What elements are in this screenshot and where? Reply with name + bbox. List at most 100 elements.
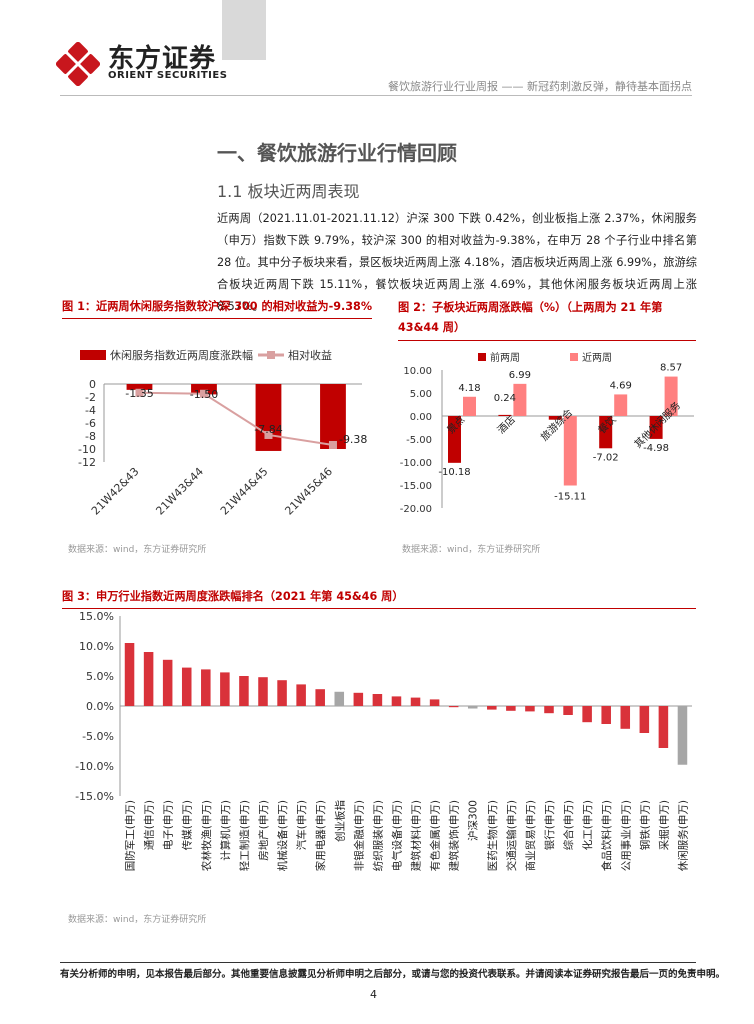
- y-tick-label: 0.0%: [86, 700, 114, 713]
- x-tick-label: 21W43&44: [153, 465, 206, 518]
- chart-3: 15.0% 10.0% 5.0% 0.0% -5.0% -10.0% -15.0% 国防军工(…: [75, 610, 692, 871]
- x-tick-label: 计算机(申万): [219, 800, 232, 861]
- y-tick-label: -5.0%: [82, 730, 114, 743]
- legend-swatch-recent: [570, 353, 578, 361]
- bar: [620, 706, 631, 729]
- bar: [582, 706, 592, 723]
- legend-marker-relative: [267, 351, 275, 359]
- footer-disclaimer: 有关分析师的申明，见本报告最后部分。其他重要信息披露见分析师申明之后部分，或请与…: [60, 969, 726, 980]
- page-number: 4: [370, 988, 377, 1001]
- x-tick-label: 传媒(申万): [181, 800, 194, 850]
- y-tick-label: 10.0%: [79, 640, 114, 653]
- x-tick-label: 沪深300: [467, 800, 480, 841]
- x-tick-label: 农林牧渔(申万): [200, 800, 213, 871]
- figure-3-title: 图 3：申万行业指数近两周度涨跌幅排名（2021 年第 45&46 周）: [62, 590, 404, 603]
- bar: [162, 659, 173, 706]
- bar: [334, 691, 345, 706]
- bar: [467, 706, 478, 709]
- bar-prev: [649, 416, 663, 439]
- bar: [191, 384, 217, 395]
- y-tick-label: 0: [89, 378, 96, 391]
- x-tick-label: 化工(申万): [581, 800, 594, 850]
- x-tick-label: 商业贸易(申万): [524, 800, 537, 871]
- chart-1: 休闲服务指数近两周度涨跌幅 相对收益 0-2-4-6-8-10-12 -1.35 -1.…: [78, 348, 367, 518]
- x-tick-label: 采掘(申万): [657, 800, 670, 850]
- section-title: 一、餐饮旅游行业行情回顾: [217, 141, 457, 165]
- x-tick-label: 21W42&43: [89, 465, 142, 518]
- legend-label-prev: 前两周: [490, 351, 520, 364]
- data-label-recent: 6.99: [509, 370, 531, 381]
- data-label: -1.35: [125, 387, 153, 400]
- bar: [181, 667, 192, 706]
- x-tick-label: 电子(申万): [162, 800, 175, 850]
- bar-recent: [463, 396, 476, 416]
- x-tick-label: 建筑装饰(申万): [448, 800, 461, 871]
- bar: [239, 676, 249, 706]
- figure-3-source: 数据来源：wind，东方证券研究所: [68, 915, 207, 925]
- data-label-recent: 4.18: [458, 383, 480, 394]
- x-tick-label: 建筑材料(申万): [410, 800, 423, 871]
- figure-1-title: 图 1：近两周休闲服务指数较沪深 300 的相对收益为-9.38%: [62, 300, 373, 313]
- y-tick-label: -10.00: [400, 458, 432, 469]
- line-point: [135, 388, 144, 397]
- figure-1-source: 数据来源：wind，东方证券研究所: [68, 545, 207, 555]
- data-label: -7.84: [254, 423, 282, 436]
- x-tick-label: 有色金属(申万): [429, 800, 442, 871]
- data-label-recent: 4.69: [610, 380, 632, 391]
- data-label: -1.50: [190, 388, 218, 401]
- bar: [124, 643, 135, 706]
- x-tick-label: 休闲服务(申万): [676, 800, 689, 871]
- report-title: 餐饮旅游行业行业周报 —— 新冠药刺激反弹，静待基本面拐点: [388, 80, 692, 93]
- legend-swatch-index: [80, 350, 106, 360]
- bar: [296, 684, 306, 706]
- x-tick-label: 食品饮料(申万): [600, 800, 613, 871]
- figure-1-rule: [62, 318, 372, 319]
- x-tick-label: 交通运输(申万): [505, 800, 518, 871]
- figure-2-title: 图 2：子板块近两周涨跌幅（%）（上两周为 21 年第 43&44 周）: [398, 301, 663, 334]
- bar: [525, 706, 535, 712]
- bar: [429, 699, 440, 706]
- y-tick-label: -2: [85, 391, 96, 404]
- figure-3-rule: [62, 608, 696, 609]
- y-tick-label: 5.00: [410, 389, 432, 400]
- x-tick-label: 汽车(申万): [295, 800, 308, 850]
- bar: [220, 672, 230, 706]
- bar: [255, 384, 282, 451]
- line-point: [199, 389, 208, 398]
- y-tick-label: -12: [78, 456, 96, 469]
- bar: [639, 706, 650, 733]
- y-tick-label: -20.00: [400, 504, 432, 515]
- bar-prev: [548, 416, 562, 420]
- bar: [658, 706, 669, 748]
- x-tick-label: 轻工制造(申万): [238, 800, 251, 871]
- bar: [487, 706, 497, 710]
- y-tick-label: -5.00: [406, 435, 432, 446]
- data-label-recent: -15.11: [554, 492, 586, 503]
- bar: [391, 696, 402, 706]
- y-tick-label: -8: [85, 430, 96, 443]
- y-tick-label: 5.0%: [86, 670, 114, 683]
- legend-label-index: 休闲服务指数近两周度涨跌幅: [110, 348, 253, 362]
- legend-label-recent: 近两周: [582, 351, 612, 364]
- bar: [258, 677, 268, 706]
- x-tick-label: 创业板指: [333, 800, 346, 842]
- x-tick-label: 电气设备(申万): [390, 800, 403, 871]
- bar: [315, 689, 325, 706]
- footer-divider: [60, 962, 696, 963]
- x-tick-label: 医药生物(申万): [486, 800, 499, 871]
- y-tick-label: -4: [85, 404, 96, 417]
- body-paragraph: 近两周（2021.11.01-2021.11.12）沪深 300 下跌 0.42…: [217, 212, 697, 313]
- bar: [277, 680, 287, 706]
- relative-return-line: [139, 391, 334, 446]
- bar: [506, 706, 516, 711]
- bar: [601, 706, 611, 724]
- x-tick-label: 纺织服装(申万): [371, 800, 384, 871]
- figure-2-source: 数据来源：wind，东方证券研究所: [402, 545, 541, 555]
- logo-text: 东方证券: [108, 44, 217, 74]
- x-tick-label: 21W44&45: [218, 465, 271, 518]
- bar-recent: [513, 383, 527, 416]
- y-tick-label: -6: [85, 417, 96, 430]
- y-tick-label: 15.0%: [79, 610, 114, 623]
- bar: [201, 669, 211, 706]
- header-divider: [60, 95, 692, 96]
